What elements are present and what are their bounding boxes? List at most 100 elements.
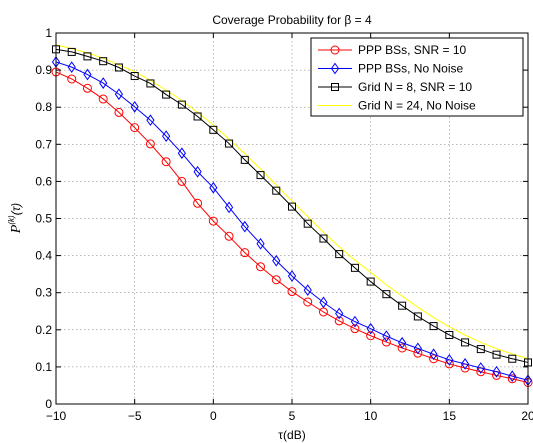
series-3-square-marker <box>130 72 139 81</box>
legend: PPP BSs, SNR = 10 PPP BSs, No Noise Grid N… <box>310 37 524 117</box>
series-2-diamond-marker <box>162 130 171 143</box>
legend-entry-2: PPP BSs, No Noise <box>318 62 463 76</box>
x-tick-label: −5 <box>128 409 142 423</box>
series-2-diamond-marker <box>319 296 328 309</box>
series-2-diamond-marker <box>429 348 438 361</box>
series-1-circle-marker <box>130 123 140 133</box>
series-4 <box>55 44 529 360</box>
series-1-circle-marker <box>287 287 297 297</box>
series-2-diamond-marker <box>209 181 218 194</box>
series-1-line <box>55 71 529 383</box>
series-1-circle-marker <box>256 262 266 272</box>
y-tick-label: 0.3 <box>35 286 52 300</box>
series-2-diamond-marker <box>256 237 265 250</box>
series-2-diamond-marker <box>83 68 92 81</box>
series-2-diamond-marker <box>303 284 312 296</box>
series-2-diamond-marker <box>398 336 407 349</box>
series-1-circle-marker <box>381 337 391 347</box>
y-tick-label: 0.1 <box>35 360 52 374</box>
x-tick-label: 15 <box>443 409 457 423</box>
series-1-circle-marker <box>334 316 344 326</box>
series-2-diamond-marker <box>146 114 155 127</box>
series-1-circle-marker <box>114 107 124 117</box>
series-3 <box>52 45 532 367</box>
x-tick-label: 0 <box>210 409 217 423</box>
series-3-square-marker <box>445 330 454 339</box>
series-2 <box>51 56 533 387</box>
series-1-circle-marker <box>161 157 171 167</box>
y-tick-label: 0.9 <box>35 63 52 77</box>
series-2-diamond-marker <box>413 342 422 355</box>
series-2-diamond-marker <box>350 315 360 328</box>
series-2-diamond-marker <box>67 61 76 74</box>
series-3-square-marker <box>272 186 281 195</box>
title-beta-symbol: β <box>344 13 351 27</box>
series-3-square-marker <box>508 354 517 363</box>
series-2-diamond-marker <box>224 201 234 214</box>
series-2-diamond-marker <box>272 254 281 267</box>
legend-entry-3-label: Grid N = 8, SNR = 10 <box>358 80 472 94</box>
y-tick-label: 0.7 <box>35 137 52 151</box>
series-2-diamond-marker <box>460 358 470 370</box>
axis-ticks <box>55 32 529 405</box>
legend-entry-2-diamond-marker <box>330 62 340 75</box>
legend-entry-2-label: PPP BSs, No Noise <box>358 62 463 76</box>
x-axis-label-symbol: τ <box>278 428 283 442</box>
y-tick-label: 0.8 <box>35 100 52 114</box>
series-3-square-marker <box>162 90 171 99</box>
series-3-square-marker <box>492 350 501 359</box>
series-3-square-marker <box>303 219 312 228</box>
series-1-circle-marker <box>303 297 313 307</box>
series-3-square-marker <box>398 301 407 310</box>
series-1-circle-marker <box>397 343 407 353</box>
series-2-diamond-marker <box>476 362 485 374</box>
x-axis-label: τ(dB) <box>278 428 305 442</box>
series-2-diamond-marker <box>335 307 344 320</box>
series-2-diamond-marker <box>130 100 139 113</box>
series-3-square-marker <box>83 52 92 61</box>
legend-box <box>310 37 524 117</box>
series-2-diamond-marker <box>287 270 297 282</box>
series-3-square-marker <box>288 202 296 211</box>
series-3-square-marker <box>335 250 344 259</box>
series-1-circle-marker <box>507 374 517 384</box>
series-1-circle-marker <box>208 216 218 226</box>
series-2-diamond-marker <box>508 370 517 383</box>
series-1-circle-marker <box>240 248 250 258</box>
series-2-diamond-marker <box>193 165 202 178</box>
series-3-square-marker <box>429 322 438 331</box>
series-3-square-marker <box>350 263 359 272</box>
series-1-circle-marker <box>224 231 234 241</box>
series-3-square-marker <box>146 79 155 88</box>
series-1-circle-marker <box>193 198 203 208</box>
legend-entry-4: Grid N = 24, No Noise <box>318 99 476 113</box>
x-tick-label: 20 <box>521 409 533 423</box>
y-tick-label: 0.5 <box>35 212 52 226</box>
y-tick-label: 0 <box>45 397 52 411</box>
series-3-square-marker <box>177 100 186 109</box>
y-tick-label: 1 <box>45 26 52 40</box>
series-3-square-marker <box>256 171 265 180</box>
series-2-diamond-marker <box>114 88 124 101</box>
series-2-line <box>55 61 529 381</box>
y-tick-label: 0.6 <box>35 174 52 188</box>
series-3-square-marker <box>366 277 375 286</box>
series-3-square-marker <box>67 47 76 56</box>
series-2-diamond-marker <box>99 77 108 89</box>
series-2-diamond-marker <box>240 220 249 233</box>
series-3-square-marker <box>193 112 202 121</box>
legend-entry-1-circle-marker <box>330 45 340 55</box>
legend-entry-3: Grid N = 8, SNR = 10 <box>318 80 472 94</box>
series-3-square-marker <box>209 125 218 134</box>
title-suffix: = 4 <box>351 13 372 27</box>
series-3-square-marker <box>114 63 123 72</box>
series-1-circle-marker <box>271 275 281 285</box>
title-prefix: Coverage Probability for <box>212 13 344 27</box>
series-1-circle-marker <box>98 94 108 104</box>
series-3-square-marker <box>461 338 470 347</box>
y-axis-label-superscript: (k) <box>7 215 16 225</box>
series-3-square-marker <box>225 139 234 148</box>
y-axis-label: P(k)(τ) <box>7 203 24 234</box>
series-3-square-marker <box>413 312 422 321</box>
